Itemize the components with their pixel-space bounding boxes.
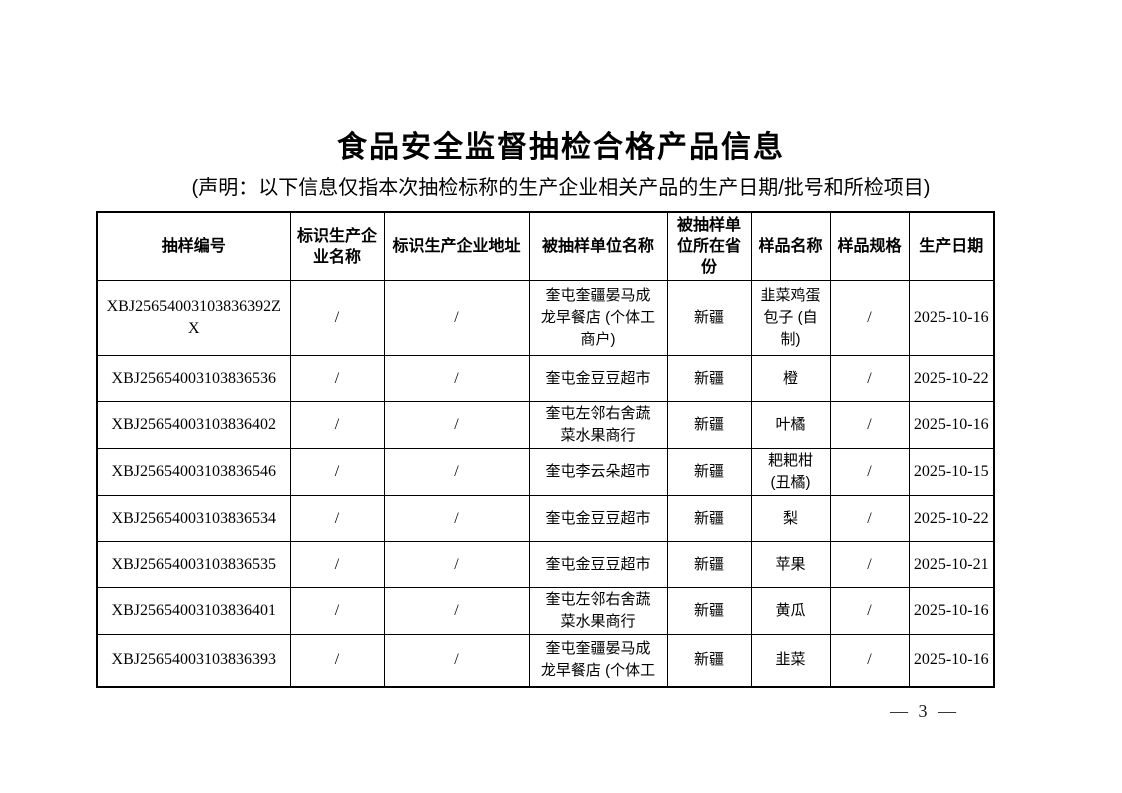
production-date-cell: 2025-10-22: [908, 355, 995, 402]
province-cell: 新疆: [666, 541, 752, 588]
header-sampled-unit: 被抽样单位名称: [528, 211, 668, 281]
sample-name-cell: 橙: [750, 355, 831, 402]
producer-address-cell: /: [383, 448, 530, 496]
header-producer-name: 标识生产企业名称: [289, 211, 385, 281]
sampled-unit-cell: 奎屯金豆豆超市: [528, 355, 668, 402]
sampled-unit-cell: 奎屯李云朵超市: [528, 448, 668, 496]
province-cell: 新疆: [666, 587, 752, 635]
sample-name-cell: 韭菜鸡蛋包子 (自制): [750, 280, 831, 356]
province-cell: 新疆: [666, 401, 752, 449]
producer-name-cell: /: [289, 634, 385, 687]
sample-name-cell: 黄瓜: [750, 587, 831, 635]
producer-name-cell: /: [289, 448, 385, 496]
header-sample-name: 样品名称: [750, 211, 831, 281]
sampled-unit-cell: 奎屯金豆豆超市: [528, 541, 668, 588]
sampled-unit-cell: 奎屯左邻右舍蔬菜水果商行: [528, 587, 668, 635]
spec-cell: /: [829, 448, 910, 496]
production-date-cell: 2025-10-16: [908, 587, 995, 635]
table-row: XBJ25654003103836393 / / 奎屯奎疆晏马成龙早餐店 (个体…: [96, 634, 995, 687]
producer-name-cell: /: [289, 541, 385, 588]
table-row: XBJ25654003103836546 / / 奎屯李云朵超市 新疆 耙耙柑 …: [96, 448, 995, 496]
header-producer-address: 标识生产企业地址: [383, 211, 530, 281]
sample-id-cell: XBJ25654003103836393: [96, 634, 291, 687]
production-date-cell: 2025-10-16: [908, 401, 995, 449]
disclaimer-subtitle: (声明：以下信息仅指本次抽检标称的生产企业相关产品的生产日期/批号和所检项目): [191, 177, 931, 199]
table-row: XBJ25654003103836535 / / 奎屯金豆豆超市 新疆 苹果 /…: [96, 541, 995, 588]
producer-name-cell: /: [289, 280, 385, 356]
spec-cell: /: [829, 634, 910, 687]
spec-cell: /: [829, 541, 910, 588]
header-production-date: 生产日期: [908, 211, 995, 281]
sample-name-cell: 苹果: [750, 541, 831, 588]
producer-name-cell: /: [289, 495, 385, 542]
spec-cell: /: [829, 280, 910, 356]
sample-id-cell: XBJ25654003103836536: [96, 355, 291, 402]
producer-address-cell: /: [383, 495, 530, 542]
sampled-unit-cell: 奎屯奎疆晏马成龙早餐店 (个体工: [528, 634, 668, 687]
province-cell: 新疆: [666, 634, 752, 687]
province-cell: 新疆: [666, 448, 752, 496]
producer-name-cell: /: [289, 401, 385, 449]
header-sample-id: 抽样编号: [96, 211, 291, 281]
production-date-cell: 2025-10-22: [908, 495, 995, 542]
page-number: — 3 —: [890, 700, 959, 721]
sample-name-cell: 耙耙柑 (丑橘): [750, 448, 831, 496]
sampled-unit-cell: 奎屯左邻右舍蔬菜水果商行: [528, 401, 668, 449]
production-date-cell: 2025-10-15: [908, 448, 995, 496]
table-row: XBJ25654003103836392ZX / / 奎屯奎疆晏马成龙早餐店 (…: [96, 280, 995, 356]
sample-id-cell: XBJ25654003103836401: [96, 587, 291, 635]
table-row: XBJ25654003103836401 / / 奎屯左邻右舍蔬菜水果商行 新疆…: [96, 587, 995, 635]
spec-cell: /: [829, 401, 910, 449]
production-date-cell: 2025-10-16: [908, 280, 995, 356]
spec-cell: /: [829, 495, 910, 542]
sample-id-cell: XBJ25654003103836392ZX: [96, 280, 291, 356]
truncated-text: 奎屯奎疆晏马成龙早餐店 (个体工: [540, 640, 656, 680]
table-row: XBJ25654003103836536 / / 奎屯金豆豆超市 新疆 橙 / …: [96, 355, 995, 402]
sample-id-cell: XBJ25654003103836535: [96, 541, 291, 588]
page-title: 食品安全监督抽检合格产品信息: [337, 131, 785, 164]
spec-cell: /: [829, 587, 910, 635]
province-cell: 新疆: [666, 355, 752, 402]
producer-name-cell: /: [289, 355, 385, 402]
header-province: 被抽样单位所在省份: [666, 211, 752, 281]
table-row: XBJ25654003103836534 / / 奎屯金豆豆超市 新疆 梨 / …: [96, 495, 995, 542]
sample-id-cell: XBJ25654003103836546: [96, 448, 291, 496]
sample-name-cell: 韭菜: [750, 634, 831, 687]
sample-name-cell: 梨: [750, 495, 831, 542]
producer-address-cell: /: [383, 587, 530, 635]
province-cell: 新疆: [666, 495, 752, 542]
production-date-cell: 2025-10-16: [908, 634, 995, 687]
table-row: XBJ25654003103836402 / / 奎屯左邻右舍蔬菜水果商行 新疆…: [96, 401, 995, 449]
production-date-cell: 2025-10-21: [908, 541, 995, 588]
sample-name-cell: 叶橘: [750, 401, 831, 449]
sampled-unit-cell: 奎屯金豆豆超市: [528, 495, 668, 542]
sample-id-cell: XBJ25654003103836402: [96, 401, 291, 449]
producer-address-cell: /: [383, 401, 530, 449]
products-table: 抽样编号 标识生产企业名称 标识生产企业地址 被抽样单位名称 被抽样单位所在省份…: [96, 211, 995, 688]
sampled-unit-cell: 奎屯奎疆晏马成龙早餐店 (个体工商户): [528, 280, 668, 356]
header-sample-spec: 样品规格: [829, 211, 910, 281]
producer-address-cell: /: [383, 541, 530, 588]
province-cell: 新疆: [666, 280, 752, 356]
producer-name-cell: /: [289, 587, 385, 635]
producer-address-cell: /: [383, 280, 530, 356]
producer-address-cell: /: [383, 355, 530, 402]
sample-id-cell: XBJ25654003103836534: [96, 495, 291, 542]
header-row: 抽样编号 标识生产企业名称 标识生产企业地址 被抽样单位名称 被抽样单位所在省份…: [96, 211, 995, 281]
spec-cell: /: [829, 355, 910, 402]
producer-address-cell: /: [383, 634, 530, 687]
